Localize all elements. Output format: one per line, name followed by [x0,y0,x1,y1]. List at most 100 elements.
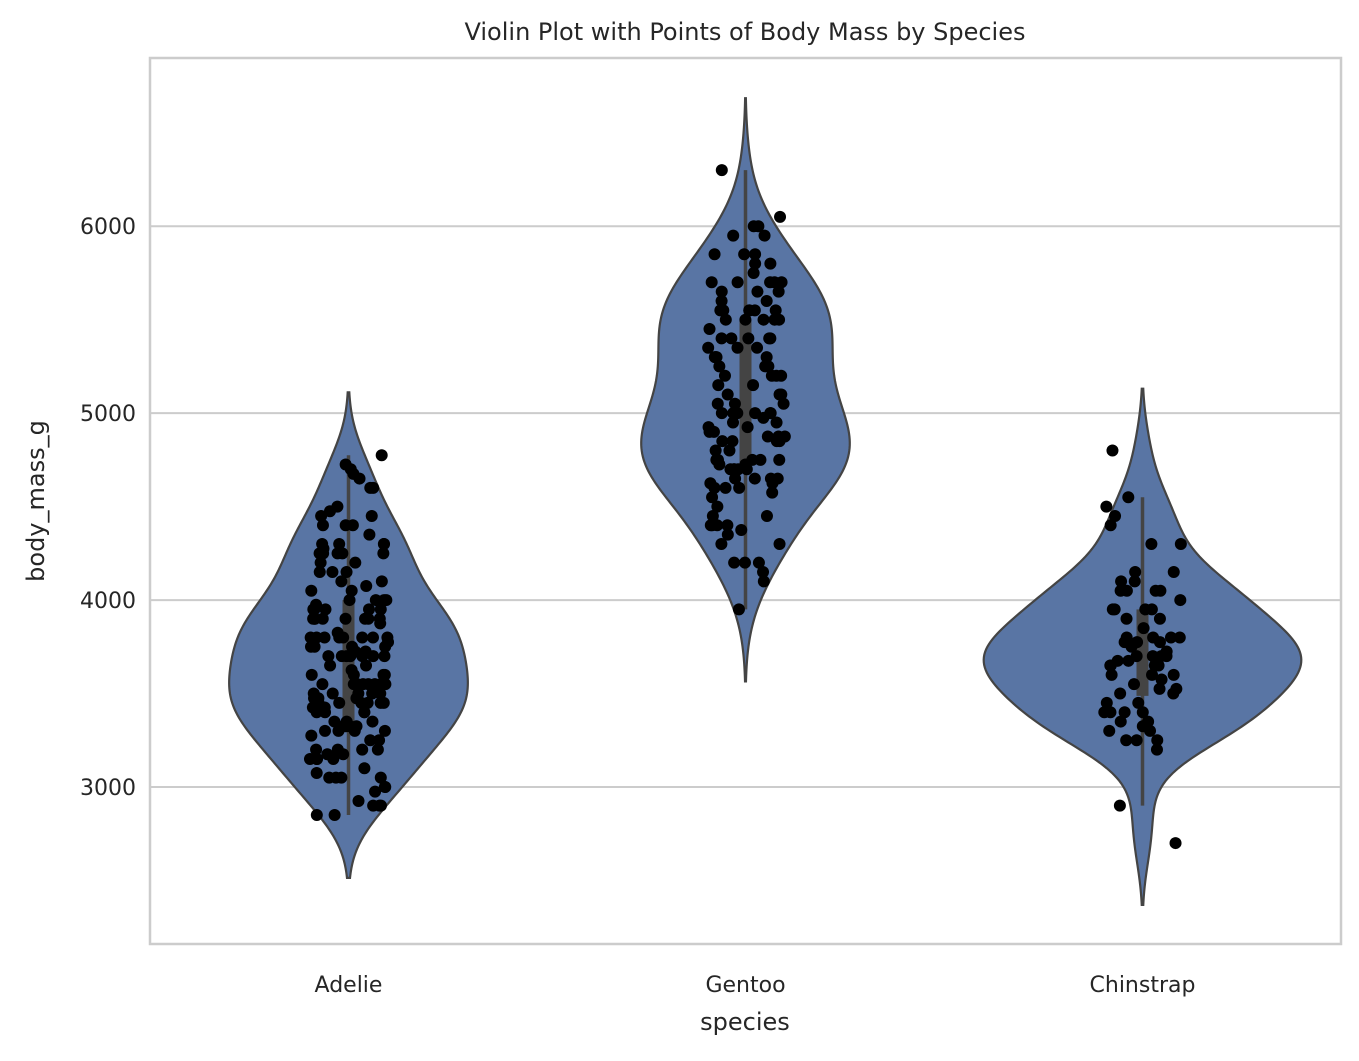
data-point [708,248,721,261]
data-point [747,220,760,233]
data-point [742,332,755,345]
data-point [706,509,719,522]
data-point [326,566,339,579]
data-point [777,397,790,410]
data-point [758,229,771,242]
y-tick-label: 5000 [80,402,136,427]
data-point [717,304,730,317]
x-tick-label: Adelie [315,973,383,998]
data-point [1170,682,1183,695]
data-point [1109,509,1122,522]
data-point [1169,837,1182,850]
data-point [378,650,391,663]
data-point [351,678,364,691]
data-point [358,706,371,719]
data-point [766,477,779,490]
data-point [748,472,761,485]
data-point [704,519,717,532]
chart-title: Violin Plot with Points of Body Mass by … [464,18,1025,46]
data-point [1154,584,1167,597]
data-point [721,519,734,532]
data-point [715,285,728,298]
data-point [1160,650,1173,663]
data-point [1152,659,1165,672]
data-point [721,528,734,541]
data-point [312,696,325,709]
data-point [728,397,741,410]
data-point [360,659,373,672]
data-point [1145,537,1158,550]
data-point [310,598,323,611]
data-point [1142,715,1155,728]
data-point [378,780,391,793]
data-point [1120,584,1133,597]
data-point [374,603,387,616]
data-point [378,537,391,550]
data-point [711,500,724,513]
data-point [738,556,751,569]
data-point [340,650,353,663]
data-point [315,509,328,522]
data-point [712,379,725,392]
data-point [773,453,786,466]
data-point [364,734,377,747]
data-point [375,575,388,588]
data-point [377,547,390,560]
data-point [1167,668,1180,681]
data-point [760,351,773,364]
data-point [1108,603,1121,616]
data-point [1146,668,1159,681]
plot-frame [148,56,1343,946]
data-point [356,650,369,663]
data-point [353,472,366,485]
data-point [751,341,764,354]
data-point [731,341,744,354]
data-point [727,229,740,242]
data-point [739,458,752,471]
data-point [373,734,386,747]
data-point [378,724,391,737]
data-point [729,472,742,485]
data-point [1100,696,1113,709]
data-point [339,612,352,625]
data-point [1150,743,1163,756]
data-point [731,276,744,289]
data-point [1104,659,1117,672]
data-point [324,659,337,672]
data-point [323,771,336,784]
data-point [757,313,770,326]
data-point [362,678,375,691]
data-point [770,369,783,382]
data-point [316,678,329,691]
data-point [356,743,369,756]
data-point [318,724,331,737]
data-point [721,388,734,401]
data-point [1103,724,1116,737]
data-point [335,771,348,784]
data-point [1132,696,1145,709]
data-point [733,481,746,494]
data-point [719,313,732,326]
x-tick-label: Gentoo [705,973,785,998]
data-point [326,687,339,700]
data-point [1174,594,1187,607]
data-point [727,416,740,429]
data-point [728,556,741,569]
data-point [757,566,770,579]
data-point [305,668,318,681]
data-point [1104,706,1117,719]
data-point [339,458,352,471]
data-point [1104,519,1117,532]
data-point [760,294,773,307]
data-point [1128,575,1141,588]
data-point [350,692,363,705]
data-point [715,407,728,420]
data-point [1139,603,1152,616]
data-point [305,729,318,742]
data-point [741,421,754,434]
data-point [1151,734,1164,747]
data-point [337,720,350,733]
data-point [715,164,728,177]
data-point [775,276,788,289]
data-point [768,313,781,326]
